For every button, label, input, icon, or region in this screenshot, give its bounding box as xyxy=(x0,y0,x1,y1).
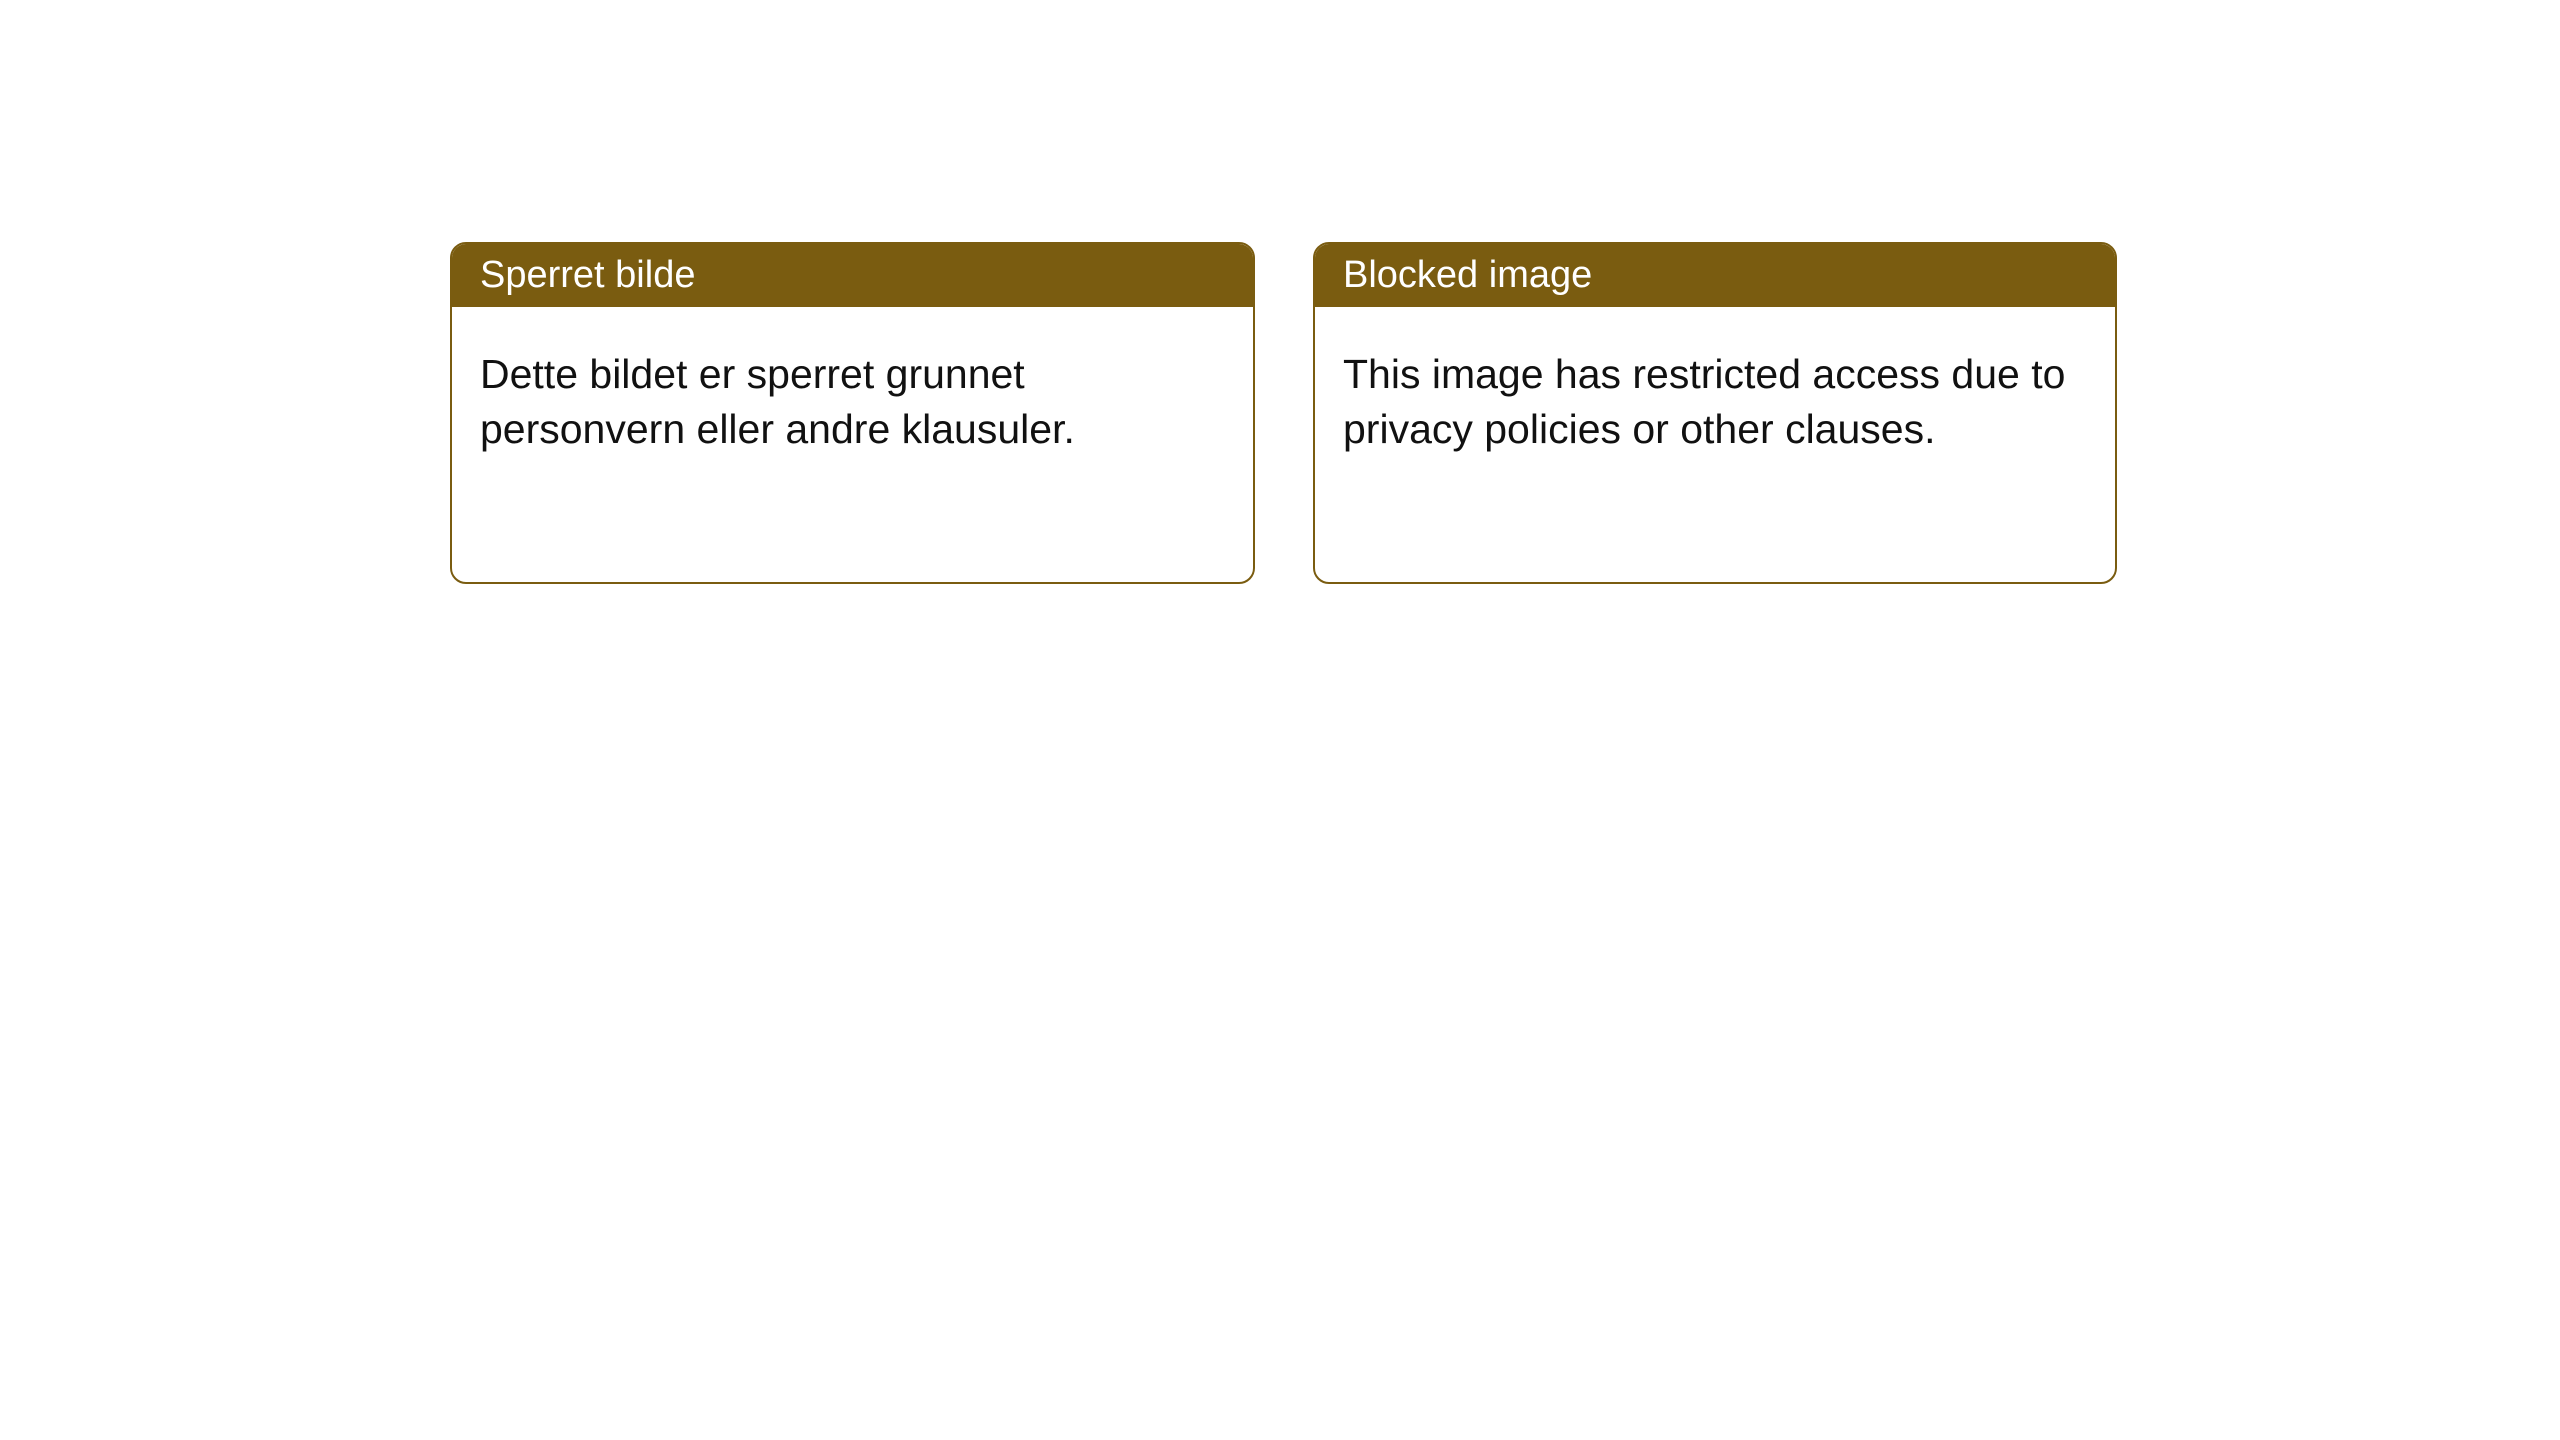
card-body-en: This image has restricted access due to … xyxy=(1315,307,2115,582)
card-message-en: This image has restricted access due to … xyxy=(1343,351,2065,452)
card-title-nb: Sperret bilde xyxy=(480,254,695,296)
card-body-nb: Dette bildet er sperret grunnet personve… xyxy=(452,307,1253,582)
card-header-en: Blocked image xyxy=(1315,244,2115,307)
blocked-image-card-en: Blocked image This image has restricted … xyxy=(1313,242,2117,584)
card-message-nb: Dette bildet er sperret grunnet personve… xyxy=(480,351,1075,452)
card-title-en: Blocked image xyxy=(1343,254,1592,296)
blocked-image-card-nb: Sperret bilde Dette bildet er sperret gr… xyxy=(450,242,1255,584)
card-header-nb: Sperret bilde xyxy=(452,244,1253,307)
blocked-image-cards: Sperret bilde Dette bildet er sperret gr… xyxy=(450,242,2560,584)
